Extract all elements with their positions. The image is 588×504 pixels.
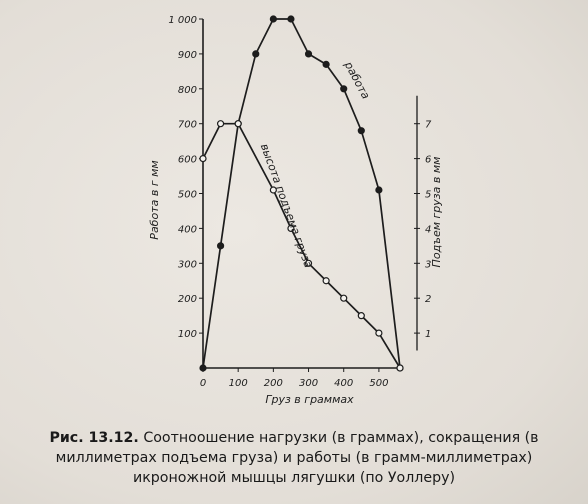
y-left-tick-label: 800 (178, 85, 197, 96)
series-line-1 (202, 18, 401, 369)
x-tick-label: 100 (229, 378, 248, 389)
y-left-tick-label: 500 (178, 190, 197, 201)
x-tick-label: 0 (200, 378, 206, 389)
y-right-tick-label: 5 (425, 190, 431, 201)
data-point-1 (287, 15, 295, 23)
series-label-lift: высота подъема груза (258, 142, 315, 270)
y-right-tick-label: 3 (425, 259, 431, 270)
x-tick-label: 300 (299, 378, 318, 389)
figure-caption: Рис. 13.12. Соотноошение нагрузки (в гра… (20, 428, 568, 488)
caption-text: Соотноошение нагрузки (в граммах), сокра… (55, 430, 539, 486)
x-tick-label: 200 (264, 378, 283, 389)
data-point-2 (216, 120, 225, 128)
data-point-1 (199, 364, 207, 372)
caption-number: Рис. 13.12. (49, 430, 139, 446)
data-point-2 (357, 312, 365, 320)
data-point-1 (216, 242, 225, 250)
data-point-2 (234, 120, 242, 128)
y-left-tick-label: 300 (178, 259, 197, 270)
data-point-1 (304, 50, 313, 58)
data-point-2 (396, 364, 404, 372)
y-left-tick-label: 700 (178, 120, 197, 131)
data-point-2 (199, 155, 207, 163)
y-left-tick-label: 600 (178, 155, 197, 166)
data-point-2 (269, 186, 277, 194)
data-point-2 (322, 277, 330, 285)
data-point-2 (287, 224, 295, 232)
y-right-axis-title: Подъем груза в мм (430, 157, 443, 268)
y-left-tick-label: 1 000 (168, 15, 197, 26)
data-point-2 (304, 259, 313, 267)
data-point-1 (357, 127, 365, 135)
x-tick-label: 400 (334, 378, 353, 389)
y-left-tick-label: 100 (178, 329, 197, 340)
y-right-tick-label: 1 (425, 329, 431, 340)
y-left-axis-title: Работа в г мм (148, 160, 161, 239)
y-right-tick-label: 4 (425, 224, 431, 235)
data-point-1 (375, 186, 383, 194)
y-left-tick-label: 900 (178, 50, 197, 61)
y-left-tick-label: 200 (178, 294, 197, 305)
data-point-2 (340, 294, 348, 302)
data-point-1 (340, 85, 348, 93)
data-point-1 (252, 50, 260, 58)
x-tick-label: 500 (369, 378, 388, 389)
y-right-tick-label: 7 (425, 120, 432, 131)
y-left-tick-label: 400 (178, 224, 197, 235)
data-point-2 (375, 329, 383, 337)
y-right-tick-label: 6 (425, 155, 431, 166)
chart: 100 200 300 400 500 600 700 800 900 1 000 0 100 200 3… (148, 15, 443, 406)
y-right-tick-label: 2 (425, 294, 431, 305)
data-point-1 (269, 15, 277, 23)
x-axis-title: Груз в граммах (265, 393, 354, 406)
data-point-1 (322, 60, 330, 68)
